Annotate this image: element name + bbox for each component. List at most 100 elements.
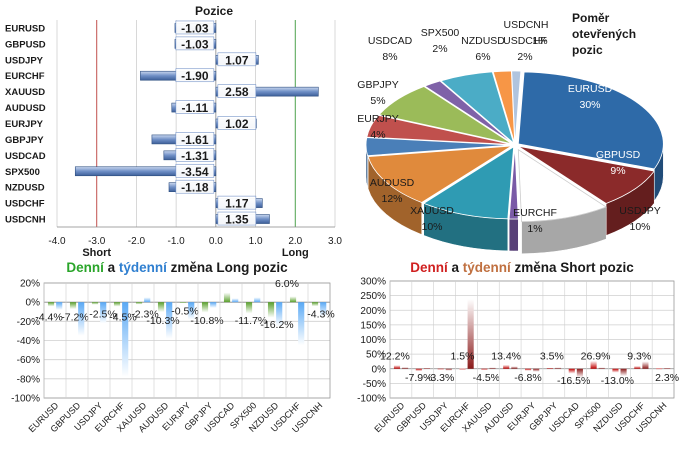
data-label: 9.3% xyxy=(627,350,651,362)
y-tick-label: -60% xyxy=(17,355,40,366)
data-label: -13.0% xyxy=(601,375,634,387)
value-label-box xyxy=(175,179,215,194)
slice-name-nzdusd: NZDUSD xyxy=(461,35,505,47)
bar-spx500 xyxy=(74,166,217,177)
slice-value-spx500: 2% xyxy=(432,43,447,55)
y-tick-label: 300% xyxy=(360,277,386,288)
data-label: -6.8% xyxy=(514,372,541,384)
bar-xauusd-s1 xyxy=(135,302,143,305)
pie-slice-eurusd xyxy=(517,71,664,170)
value-label-box xyxy=(217,116,257,130)
bar-spx500-s1 xyxy=(590,360,597,369)
bar-spx500-s2 xyxy=(598,367,605,369)
data-label: 2.3% xyxy=(655,372,679,384)
slice-value-xauusd: 10% xyxy=(421,221,442,233)
bar-nzdusd-s2 xyxy=(276,302,283,327)
x-tick-label: 1.0 xyxy=(249,236,263,247)
data-label: -4.3% xyxy=(307,309,334,321)
value-label-box xyxy=(217,211,257,226)
slice-name-eurjpy: EURJPY xyxy=(357,113,398,125)
y-tick-label: -50% xyxy=(363,379,386,390)
pie-slice-gbpjpy xyxy=(366,114,512,145)
data-label: -16.5% xyxy=(557,375,590,387)
title-part: Denní xyxy=(410,260,449,275)
slice-value-eurjpy: 4% xyxy=(370,129,385,141)
data-label: -10.8% xyxy=(190,315,223,327)
y-tick-label: 100% xyxy=(360,335,386,346)
title-part: změna Long pozic xyxy=(167,260,288,275)
bar-usdcnh-s1 xyxy=(311,302,319,307)
bar-eurusd-s2 xyxy=(56,302,63,310)
x-tick-label: 3.0 xyxy=(328,236,342,247)
y-tick-label: 0% xyxy=(26,298,41,309)
bar-gbpusd-s2 xyxy=(78,302,85,336)
short-change-bar-chart: Denní a týdenní změna Short pozic 300% 250… xyxy=(357,260,679,435)
bar-xauusd-s2 xyxy=(144,297,151,303)
value-label: -1.03 xyxy=(181,21,209,35)
value-label: 2.58 xyxy=(225,85,249,99)
chart-title-line: otevřených xyxy=(572,27,636,41)
value-label: -1.61 xyxy=(181,133,209,147)
pie-slice-usdcad xyxy=(378,86,513,145)
bar-gbpjpy-s1 xyxy=(546,367,553,369)
value-label: 1.17 xyxy=(225,197,249,211)
y-tick-label: 50% xyxy=(366,350,386,361)
slice-value-gbpjpy: 5% xyxy=(370,95,385,107)
data-label: 12.2% xyxy=(380,350,410,362)
ratio-pie-chart: EURUSD 30% GBPUSD 9% USDJPY 10% EURCHF 1% XAUUSD… xyxy=(357,11,664,254)
y-tick-label: -40% xyxy=(17,336,40,347)
chart-title: Denní a týdenní změna Long pozic xyxy=(66,260,288,275)
chart-title-line: pozic xyxy=(572,43,603,57)
category-label: AUDUSD xyxy=(5,103,46,114)
pie-slice-nzdusd xyxy=(440,71,515,145)
value-label: -1.31 xyxy=(181,149,209,163)
data-label: -7.9% xyxy=(405,372,432,384)
y-tick-label: 150% xyxy=(360,320,386,331)
slice-value-usdcnh: 1% xyxy=(532,35,547,47)
title-part: týdenní xyxy=(119,260,168,275)
data-label: -4.5% xyxy=(109,311,136,323)
bar-usdchf-s2 xyxy=(642,361,649,369)
y-tick-label: -80% xyxy=(17,374,40,385)
pie-slice-eurjpy xyxy=(365,137,512,157)
value-label-box xyxy=(175,68,215,83)
category-label: GBPJPY xyxy=(5,135,44,146)
value-label: 1.07 xyxy=(225,53,249,67)
value-label: 1.35 xyxy=(225,213,249,227)
bar-eurjpy-s2 xyxy=(188,302,195,320)
data-label: -0.5% xyxy=(171,306,198,318)
data-label: 13.4% xyxy=(491,350,521,362)
bar-xauusd xyxy=(215,86,319,97)
value-label-box xyxy=(175,100,215,114)
category-label: NZDUSD xyxy=(5,183,45,194)
bar-gbpjpy-s2 xyxy=(554,367,562,369)
title-part: týdenní xyxy=(463,260,512,275)
bar-usdchf-s2 xyxy=(298,302,305,346)
pie-slice-usdjpy xyxy=(517,148,608,223)
long-change-chart: Denní a týdenní změna Long pozic 20% 0% -20… xyxy=(0,255,340,449)
bar-eurusd-s2 xyxy=(402,367,409,369)
slice-value-usdjpy: 10% xyxy=(629,221,650,233)
data-label: -3.3% xyxy=(427,372,454,384)
data-label: 6.0% xyxy=(275,278,299,290)
y-tick-label: 0% xyxy=(372,364,387,375)
bar-gbpusd-s1 xyxy=(415,368,422,372)
bar-usdjpy-s1 xyxy=(437,368,444,370)
bar-audusd-s1 xyxy=(503,364,510,369)
y-tick-label: -100% xyxy=(357,394,386,405)
bar-gbpjpy-s1 xyxy=(201,302,209,313)
x-tick-label: -4.0 xyxy=(48,236,66,247)
bar-audusd-s1 xyxy=(157,302,165,313)
slice-name-usdjpy: USDJPY xyxy=(619,205,660,217)
value-label-box xyxy=(175,132,215,146)
category-label: EURJPY xyxy=(5,119,44,130)
pie-slice-xauusd xyxy=(422,146,515,220)
value-label-box xyxy=(175,36,215,51)
bar-eurjpy-s2 xyxy=(533,368,540,372)
positions-chart: Pozice -4.0 -3.0 -2.0 -1.0 0.0 1.0 2.0 3.0 EURUSD… xyxy=(0,0,350,260)
bar-eurusd-s1 xyxy=(47,302,55,307)
data-label: -11.7% xyxy=(235,315,268,327)
category-label: XAUUSD xyxy=(5,87,45,98)
x-tick-label: -1.0 xyxy=(168,236,186,247)
long-change-bar-chart: Denní a týdenní změna Long pozic 20% 0% -20… xyxy=(11,260,335,435)
